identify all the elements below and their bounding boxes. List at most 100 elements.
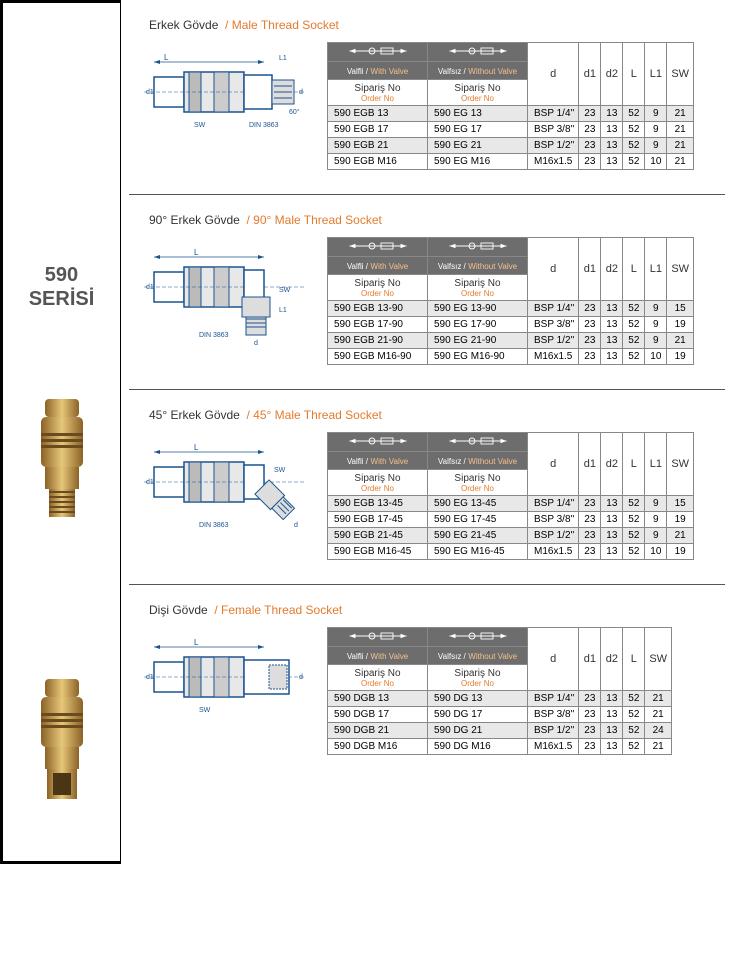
- dim-cell: 13: [601, 106, 623, 122]
- dim-cell: 52: [623, 691, 645, 707]
- dim-cell: 9: [645, 317, 667, 333]
- dim-cell: 13: [601, 544, 623, 560]
- svg-text:DIN 3863: DIN 3863: [249, 122, 279, 129]
- order-with-valve: 590 EGB 13: [328, 106, 428, 122]
- dim-cell: 9: [645, 301, 667, 317]
- dim-cell: 52: [623, 496, 645, 512]
- table-row: 590 EGB 21-45590 EG 21-45BSP 1/2''231352…: [328, 528, 694, 544]
- svg-text:SW: SW: [194, 122, 206, 129]
- order-without-valve: 590 EG M16: [428, 154, 528, 170]
- dim-cell: 13: [601, 301, 623, 317]
- dim-cell: 52: [623, 301, 645, 317]
- section-heading: Erkek Gövde / Male Thread Socket: [149, 18, 725, 32]
- dim-cell: 21: [667, 122, 694, 138]
- spec-table: dd1d2LL1SWValfli / With ValveValfsız / W…: [327, 237, 694, 365]
- table-row: 590 EGB 21-90590 EG 21-90BSP 1/2''231352…: [328, 333, 694, 349]
- dim-cell: 23: [579, 349, 601, 365]
- order-with-valve: 590 EGB M16-90: [328, 349, 428, 365]
- order-with-valve: 590 EGB 21-45: [328, 528, 428, 544]
- section-heading: 45° Erkek Gövde / 45° Male Thread Socket: [149, 408, 725, 422]
- dim-cell: 23: [579, 333, 601, 349]
- series-label: 590 SERİSİ: [29, 263, 95, 311]
- dim-cell: 52: [623, 333, 645, 349]
- svg-text:DIN 3863: DIN 3863: [199, 332, 229, 339]
- dim-cell: 13: [601, 707, 623, 723]
- dim-cell: 21: [667, 528, 694, 544]
- dim-cell: 23: [579, 122, 601, 138]
- table-row: 590 EGB M16-45590 EG M16-45M16x1.5231352…: [328, 544, 694, 560]
- dim-cell: 23: [579, 106, 601, 122]
- dim-cell: 19: [667, 317, 694, 333]
- dim-cell: BSP 1/2'': [528, 138, 579, 154]
- dim-cell: 10: [645, 544, 667, 560]
- dim-cell: 13: [601, 122, 623, 138]
- svg-text:d: d: [299, 89, 303, 96]
- dim-cell: BSP 1/4'': [528, 496, 579, 512]
- table-row: 590 EGB 17590 EG 17BSP 3/8''231352921: [328, 122, 694, 138]
- order-without-valve: 590 EG 13-90: [428, 301, 528, 317]
- svg-text:DIN 3863: DIN 3863: [199, 522, 229, 529]
- svg-text:L: L: [194, 638, 199, 647]
- dim-cell: 23: [579, 707, 601, 723]
- table-row: 590 EGB 21590 EG 21BSP 1/2''231352921: [328, 138, 694, 154]
- svg-text:d: d: [294, 522, 298, 529]
- dim-cell: 21: [667, 333, 694, 349]
- dim-cell: 23: [579, 691, 601, 707]
- svg-text:d1: d1: [146, 674, 154, 681]
- order-with-valve: 590 DGB 21: [328, 723, 428, 739]
- table-row: 590 EGB M16590 EG M16M16x1.52313521021: [328, 154, 694, 170]
- order-without-valve: 590 DG 13: [428, 691, 528, 707]
- order-with-valve: 590 EGB 13-90: [328, 301, 428, 317]
- dim-cell: 13: [601, 349, 623, 365]
- dim-cell: 21: [645, 739, 672, 755]
- dim-cell: 23: [579, 138, 601, 154]
- svg-text:L: L: [194, 443, 199, 452]
- dim-cell: M16x1.5: [528, 349, 579, 365]
- table-row: 590 EGB 17-90590 EG 17-90BSP 3/8''231352…: [328, 317, 694, 333]
- technical-diagram: Ld1SWDIN 3863d: [129, 432, 319, 542]
- svg-text:L1: L1: [279, 307, 287, 314]
- svg-text:d: d: [254, 340, 258, 347]
- dim-cell: 52: [623, 544, 645, 560]
- dim-cell: 13: [601, 512, 623, 528]
- dim-cell: BSP 1/2'': [528, 528, 579, 544]
- order-with-valve: 590 EGB M16-45: [328, 544, 428, 560]
- order-with-valve: 590 DGB 13: [328, 691, 428, 707]
- dim-cell: 52: [623, 723, 645, 739]
- svg-text:SW: SW: [274, 467, 286, 474]
- dim-cell: 23: [579, 723, 601, 739]
- dim-cell: M16x1.5: [528, 739, 579, 755]
- order-with-valve: 590 EGB M16: [328, 154, 428, 170]
- section-heading: Dişi Gövde / Female Thread Socket: [149, 603, 725, 617]
- dim-cell: 10: [645, 349, 667, 365]
- dim-cell: 23: [579, 301, 601, 317]
- table-row: 590 DGB 21590 DG 21BSP 1/2''23135224: [328, 723, 672, 739]
- svg-text:d1: d1: [146, 89, 154, 96]
- spec-table: dd1d2LSWValfli / With ValveValfsız / Wit…: [327, 627, 672, 755]
- dim-cell: 9: [645, 496, 667, 512]
- table-row: 590 EGB M16-90590 EG M16-90M16x1.5231352…: [328, 349, 694, 365]
- dim-cell: 9: [645, 138, 667, 154]
- dim-cell: 52: [623, 739, 645, 755]
- dim-cell: 9: [645, 512, 667, 528]
- dim-cell: BSP 1/4'': [528, 301, 579, 317]
- order-with-valve: 590 DGB M16: [328, 739, 428, 755]
- dim-cell: 23: [579, 496, 601, 512]
- dim-cell: M16x1.5: [528, 154, 579, 170]
- dim-cell: BSP 3/8'': [528, 317, 579, 333]
- dim-cell: 23: [579, 739, 601, 755]
- svg-text:L: L: [194, 248, 199, 257]
- table-row: 590 EGB 13-90590 EG 13-90BSP 1/4''231352…: [328, 301, 694, 317]
- order-without-valve: 590 EG 17-90: [428, 317, 528, 333]
- section: 90° Erkek Gövde / 90° Male Thread Socket…: [129, 195, 725, 390]
- dim-cell: BSP 3/8'': [528, 707, 579, 723]
- dim-cell: 19: [667, 544, 694, 560]
- order-without-valve: 590 DG M16: [428, 739, 528, 755]
- order-without-valve: 590 DG 17: [428, 707, 528, 723]
- series-text: SERİSİ: [29, 287, 95, 311]
- dim-cell: 52: [623, 106, 645, 122]
- svg-text:SW: SW: [199, 707, 211, 714]
- dim-cell: 13: [601, 528, 623, 544]
- order-without-valve: 590 EG 17-45: [428, 512, 528, 528]
- dim-cell: 52: [623, 122, 645, 138]
